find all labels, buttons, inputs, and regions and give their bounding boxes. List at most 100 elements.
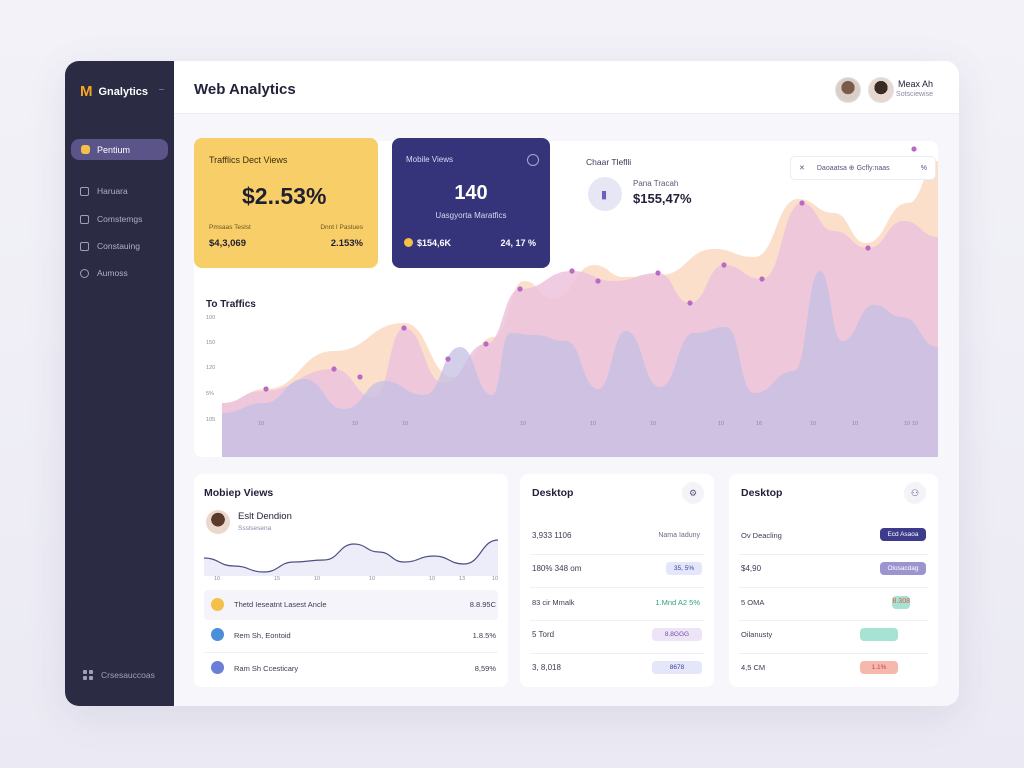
spark-tick-label: 15 [274,576,280,582]
panel-title: Mobiep Views [204,487,274,499]
brand-name: Gnalytics [98,85,149,98]
sparkline [204,539,498,573]
mobile-views-card[interactable]: Mobile Views 140 Uasgyorta Maratfics $15… [392,138,550,268]
y-tick-label: 105 [206,417,215,423]
data-point[interactable] [865,245,871,251]
spark-tick-label: 13 [459,576,465,582]
sidebar-bottom-label: Crsesauccoas [101,670,155,680]
sidebar-item-label: Comstemgs [97,214,143,224]
data-point[interactable] [569,268,575,274]
data-point[interactable] [721,262,727,268]
data-point[interactable] [331,366,337,372]
card-value: 140 [454,182,488,204]
filter-text: Daoaatsa ⊕ Gcfly:naas [816,165,890,172]
user-avatar[interactable] [868,77,894,103]
sidebar-item-2[interactable]: Comstemgs [80,214,142,224]
page-title: Web Analytics [194,81,296,98]
data-point[interactable] [483,341,489,347]
pie-icon[interactable] [527,154,539,166]
table-icon [80,241,89,251]
x-tick-label: 10 [402,421,408,427]
progress-bar [860,628,898,641]
row-label: Oilanusty [741,630,773,639]
row-value: 8.308 [892,598,910,605]
sparkline-chart: 10 15 10 10 10 13 10 [204,539,498,582]
settings-icon[interactable]: ⚙ [682,482,704,504]
data-point[interactable] [445,356,451,362]
data-point[interactable] [759,276,765,282]
row-highlight[interactable] [204,590,498,620]
sidebar-item-4[interactable]: Aumoss [80,268,128,278]
row-value-pill: 1.1% [860,661,898,674]
data-point[interactable] [655,270,661,276]
data-point[interactable] [799,200,805,206]
traffic-views-card[interactable]: Trafflics Dect Views $2..53% Pmsaas Tesl… [194,138,378,268]
clock-icon [80,268,89,278]
sidebar-item-1[interactable]: Haruara [80,186,128,196]
data-point[interactable] [357,374,363,380]
mobile-views-panel: Mobiep Views Eslt Dendion Ssslsesena 10 1… [194,474,508,687]
brand-logo: M [80,83,93,100]
person-avatar[interactable] [206,510,230,534]
card-subtitle: Uasgyorta Maratfics [435,211,507,220]
card-value: $2..53% [242,183,327,209]
grid-icon [83,670,93,680]
x-tick-label: 10 [810,421,816,427]
row-value-pill[interactable]: Ecd Asaoa [880,528,926,541]
traffic-chart-card: 100 150 120 5% 105 10 10 10 10 10 10 10 16 10 10 10 10 C… [194,141,938,457]
topbar: Web Analytics Meax Ah Sotsciewise [174,61,959,114]
chart-icon [80,186,89,196]
user-name: Meax Ah [897,79,933,89]
right-value: 24, 17 % [500,238,536,248]
user-icon[interactable]: ⚇ [904,482,926,504]
data-point[interactable] [911,146,917,152]
desktop-panel-2: Desktop ⚇ Ov Deacling Ecd Asaoa $4,90 Ol… [729,474,938,687]
filter-bar[interactable]: ✕ Daoaatsa ⊕ Gcfly:naas % [790,156,936,180]
x-tick-label: 16 [756,421,762,427]
row-value: Nama Iaduny [658,532,700,539]
x-tick-label: 10 [650,421,656,427]
data-point[interactable] [263,386,269,392]
spark-tick-label: 10 [369,576,375,582]
chart-card-title: Chaar Tleflli [586,157,632,167]
row-value: 8.8.95C [469,600,496,609]
spark-tick-label: 10 [429,576,435,582]
row-value-pill: 35, 5% [666,562,702,575]
data-point[interactable] [517,286,523,292]
person-name: Eslt Dendion [238,511,292,522]
row-label: $4,90 [741,564,762,573]
filter-extra[interactable]: % [920,164,927,172]
collapse-icon[interactable] [159,89,164,90]
card-title: Trafflics Dect Views [209,155,288,165]
layers-icon [80,214,89,224]
brand[interactable]: M Gnalytics [80,83,148,100]
data-point[interactable] [687,300,693,306]
row-label: Thetd Ieseatnt Lasest Ancle [234,600,327,609]
row-label: 3,933 1106 [532,531,572,540]
row-value-pill[interactable]: Olosacdag [880,562,926,575]
row-value: 1.Mnd A2 5% [655,598,700,607]
sidebar-bottom-item[interactable]: Crsesauccoas [83,670,155,680]
data-point[interactable] [401,325,407,331]
metric-value: $155,47% [633,191,692,206]
y-tick-label: 120 [206,365,215,371]
sparkline-fill [204,540,498,576]
row-label: 3, 8,018 [532,663,561,672]
x-tick-label: 10 [852,421,858,427]
left-value: $4,3,069 [209,238,246,249]
close-icon[interactable]: ✕ [799,165,805,172]
spark-tick-label: 10 [492,576,498,582]
x-tick-label: 10 [352,421,358,427]
row-value-pill: 8.8GGG [652,628,702,641]
data-point[interactable] [595,278,601,284]
row-label: 83 cir Mmalk [532,598,575,607]
sidebar-item-active[interactable]: Pentium [71,139,168,160]
avatar[interactable] [835,77,861,103]
desktop-panel-1: Desktop ⚙ 3,933 1106 Nama Iaduny 180% 34… [520,474,714,687]
sidebar-item-3[interactable]: Constauing [80,241,140,251]
row-value: 1.8.5% [472,631,496,640]
row-value-pill: 8678 [652,661,702,674]
x-tick-label: 10 [912,421,918,427]
spark-tick-label: 10 [214,576,220,582]
